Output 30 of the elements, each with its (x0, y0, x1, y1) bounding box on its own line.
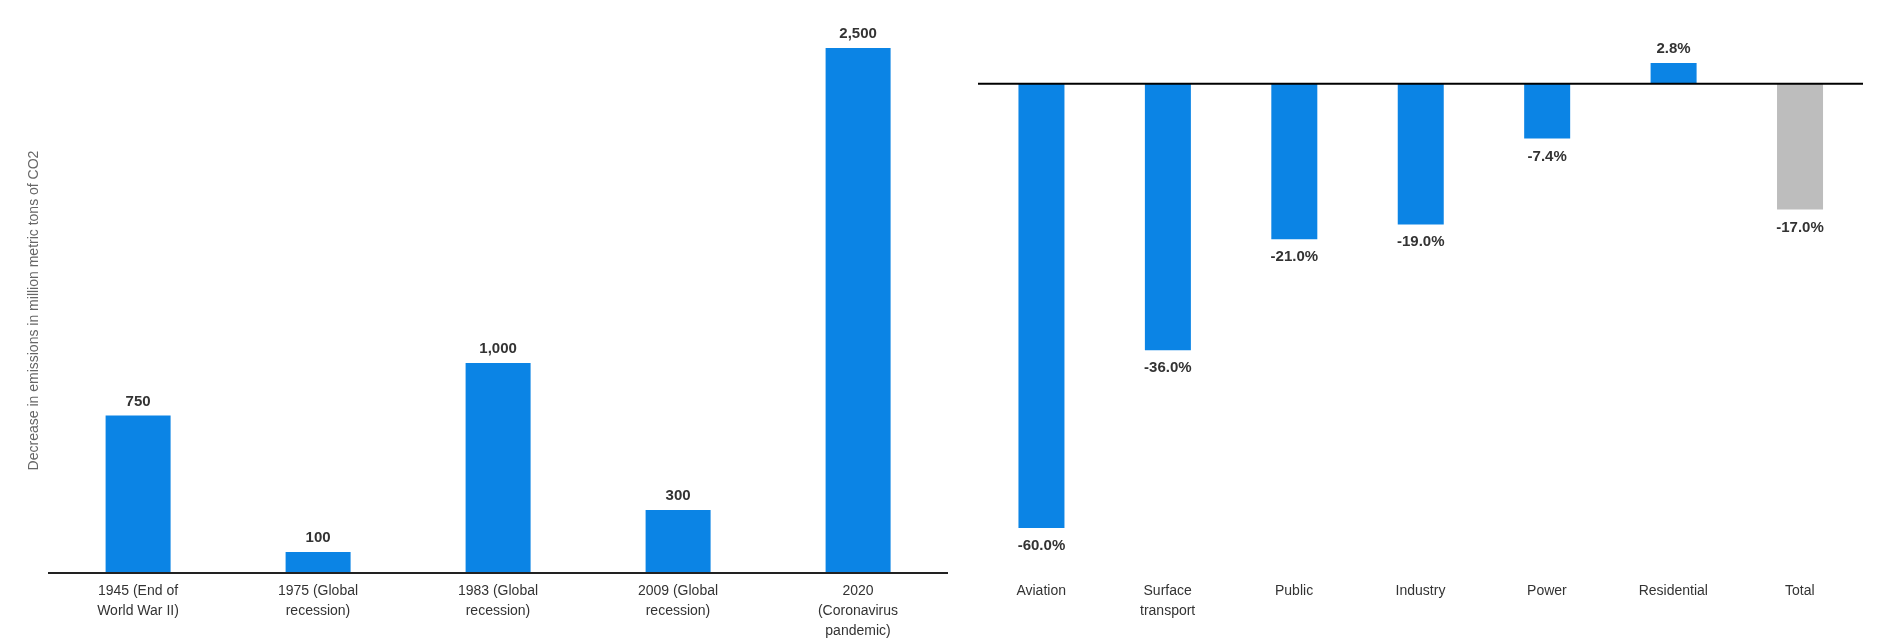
x-tick-label: Industry (1395, 582, 1446, 598)
data-label: -21.0% (1270, 247, 1319, 265)
bar (105, 415, 171, 573)
data-label: -17.0% (1776, 217, 1824, 235)
data-label: 2,500 (839, 24, 877, 41)
x-tick-label: 2020 (Coronavirus pandemic) (817, 582, 899, 638)
data-label: 2.8% (1656, 39, 1691, 56)
x-tick-label: 2009 (Global recession) (637, 582, 719, 618)
data-label: 750 (125, 391, 151, 409)
data-label: -7.4% (1527, 146, 1567, 164)
x-tick-label: Residential (1638, 582, 1708, 598)
x-tick-label: 1975 (Global recession) (277, 582, 359, 618)
x-tick-label: Power (1527, 582, 1568, 598)
data-label: -60.0% (1017, 536, 1066, 553)
data-label: -36.0% (1144, 358, 1192, 376)
x-tick-label: Total (1785, 582, 1815, 598)
data-label: -19.0% (1396, 232, 1445, 250)
y-axis-title: Decrease in emissions in million metric tons of CO2 (24, 150, 41, 471)
data-label: 300 (665, 486, 691, 503)
x-tick-label: Public (1275, 582, 1314, 598)
bar (645, 510, 711, 573)
data-label: 100 (305, 528, 331, 545)
x-tick-label: Aviation (1016, 582, 1066, 598)
x-tick-label: Surface transport (1140, 582, 1196, 618)
bar (825, 48, 891, 573)
bar (285, 552, 351, 573)
x-tick-label: 1983 (Global recession) (457, 582, 539, 618)
data-label: 1,000 (479, 339, 517, 356)
x-tick-label: 1945 (End of World War II) (97, 582, 179, 618)
bar (465, 363, 531, 573)
